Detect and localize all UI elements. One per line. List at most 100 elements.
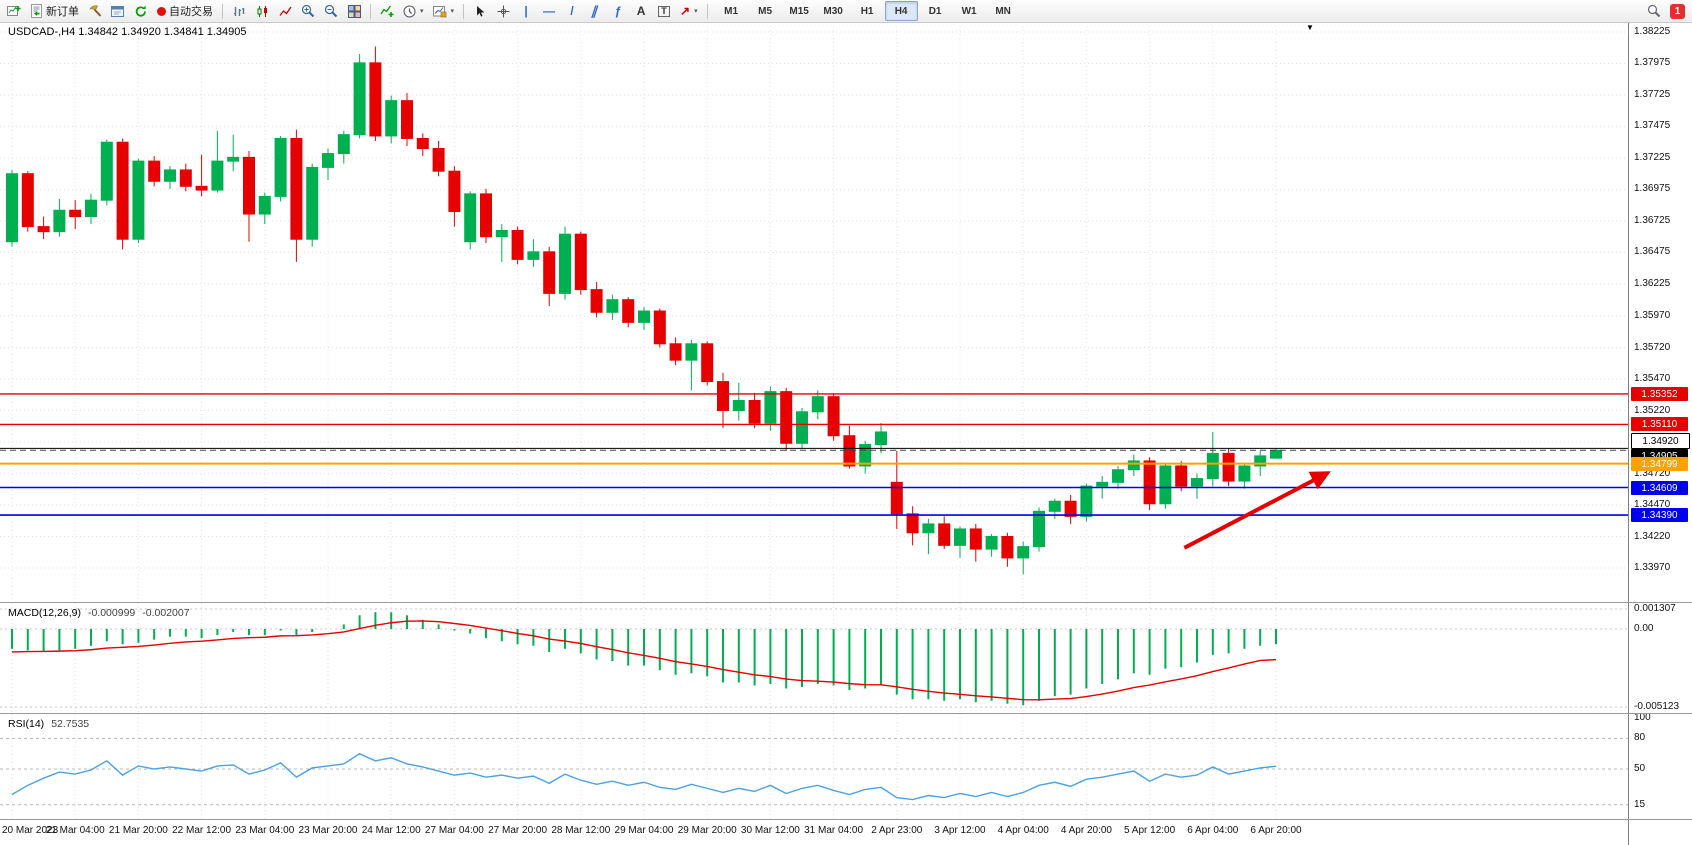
cursor-button[interactable] xyxy=(469,1,491,21)
rsi-panel[interactable] xyxy=(0,714,1628,819)
candle-body xyxy=(638,310,650,323)
candle-body xyxy=(543,251,556,294)
candle-body xyxy=(1017,546,1030,559)
price-badge[interactable]: 1.35352 xyxy=(1631,387,1688,401)
candlestick-chart-button[interactable] xyxy=(251,1,273,21)
candle-body xyxy=(843,435,856,467)
main-price-chart[interactable] xyxy=(0,22,1628,602)
axe-button[interactable] xyxy=(84,1,106,21)
time-label: 5 Apr 12:00 xyxy=(1124,825,1176,836)
tf-M1[interactable]: M1 xyxy=(724,5,739,17)
candle-body xyxy=(164,169,176,182)
candle-body xyxy=(179,169,192,187)
macd-main-value: -0.000999 xyxy=(87,607,136,619)
candle-body xyxy=(1080,485,1093,517)
tf-H4[interactable]: H4 xyxy=(884,1,918,21)
candle-body xyxy=(875,431,887,446)
candle-body xyxy=(1254,455,1267,467)
new-chart-button[interactable] xyxy=(3,1,25,21)
candle-body xyxy=(732,399,745,412)
time-label: 4 Apr 20:00 xyxy=(1060,825,1112,836)
axe-icon xyxy=(89,5,102,17)
tile-windows-icon xyxy=(347,4,361,18)
panel-separator[interactable] xyxy=(0,602,1692,603)
tf-M15[interactable]: M15 xyxy=(789,5,809,17)
cursor-icon xyxy=(477,5,485,17)
candle-body xyxy=(337,134,350,155)
tf-MN[interactable]: MN xyxy=(995,5,1011,17)
tf-H1[interactable]: H1 xyxy=(860,5,874,17)
zoom-in-button[interactable] xyxy=(297,1,319,21)
periods-button[interactable]: ▾ xyxy=(399,1,428,21)
price-tick-label: 1.35970 xyxy=(1634,310,1671,322)
horizontal-line-button[interactable]: — xyxy=(538,1,560,21)
tf-M30[interactable]: M30 xyxy=(823,5,843,17)
price-scale[interactable]: 1.38225 1.37975 1.37725 1.37475 1.37225 1.369… xyxy=(1628,22,1692,845)
time-label: 20 Mar 2023 xyxy=(2,825,59,836)
candle-body xyxy=(369,62,382,137)
macd-scale-label: 0.001307 xyxy=(1634,603,1676,615)
refresh-button[interactable] xyxy=(130,1,152,21)
candle-body xyxy=(701,343,714,383)
candle-body xyxy=(764,391,777,424)
price-tick-label: 1.36975 xyxy=(1634,183,1671,195)
price-badge[interactable]: 1.34390 xyxy=(1631,508,1688,522)
arrows-button[interactable]: ↗ ▾ xyxy=(676,1,702,21)
crosshair-icon xyxy=(497,5,510,17)
crosshair-button[interactable] xyxy=(492,1,514,21)
templates-button[interactable]: ▾ xyxy=(429,1,459,21)
candle-body xyxy=(132,160,145,240)
time-axis[interactable]: 20 Mar 2023 21 Mar 04:00 21 Mar 20:00 22 Ma… xyxy=(0,820,1628,845)
chevron-down-icon: ▾ xyxy=(420,7,424,15)
candle-body xyxy=(1048,500,1061,512)
price-badge[interactable]: 1.34920 xyxy=(1631,433,1690,449)
bar-chart-button[interactable] xyxy=(228,1,250,21)
zoom-out-button[interactable] xyxy=(320,1,342,21)
search-button[interactable] xyxy=(1643,1,1665,21)
indicators-button[interactable] xyxy=(376,1,398,21)
candle-body xyxy=(274,137,287,197)
candle-body xyxy=(985,536,998,550)
line-chart-button[interactable] xyxy=(274,1,296,21)
tile-windows-button[interactable] xyxy=(343,1,365,21)
tf-D1[interactable]: D1 xyxy=(928,5,942,17)
candles-layer xyxy=(6,46,1282,575)
new-order-icon xyxy=(31,4,42,18)
price-badge[interactable]: 1.34799 xyxy=(1631,457,1688,471)
text-label-button[interactable]: T xyxy=(653,1,675,21)
candle-body xyxy=(969,528,982,550)
trendline-button[interactable]: / xyxy=(561,1,583,21)
price-badge[interactable]: 1.34609 xyxy=(1631,481,1688,495)
candle-body xyxy=(464,193,477,243)
bar-chart-icon xyxy=(233,6,244,16)
macd-panel[interactable] xyxy=(0,603,1628,713)
channel-button[interactable]: ∥ xyxy=(584,1,606,21)
price-tick-label: 1.33970 xyxy=(1634,562,1671,573)
navigator-button[interactable] xyxy=(107,1,129,21)
candle-body xyxy=(100,141,113,201)
candle-body xyxy=(1096,481,1109,487)
vertical-line-button[interactable]: | xyxy=(515,1,537,21)
chevron-down-icon: ▾ xyxy=(450,7,455,15)
chart-symbol-info: USDCAD-,H4 1.34842 1.34920 1.34841 1.349… xyxy=(8,26,247,38)
notification-badge[interactable]: 1 xyxy=(1670,3,1685,19)
panel-separator xyxy=(0,819,1692,820)
search-icon xyxy=(1647,4,1661,18)
tf-W1[interactable]: W1 xyxy=(961,5,977,17)
panel-separator[interactable] xyxy=(0,713,1692,714)
candle-body xyxy=(1222,452,1235,482)
candle-body xyxy=(827,396,840,437)
fibonacci-button[interactable]: ƒ xyxy=(607,1,629,21)
text-button[interactable]: A xyxy=(630,1,652,21)
candle-body xyxy=(1175,465,1188,487)
tf-M5[interactable]: M5 xyxy=(758,5,773,17)
candle-body xyxy=(85,199,97,218)
price-tick-label: 1.34720 xyxy=(1634,467,1671,479)
candle-body xyxy=(669,343,682,361)
price-badge[interactable]: 1.35110 xyxy=(1631,417,1688,431)
new-order-button[interactable]: 新订单 xyxy=(26,1,83,21)
time-label: 27 Mar 20:00 xyxy=(488,825,548,836)
autotrading-button[interactable]: 自动交易 xyxy=(153,1,217,21)
time-label: 2 Apr 23:00 xyxy=(871,825,923,836)
candle-body xyxy=(685,343,698,361)
